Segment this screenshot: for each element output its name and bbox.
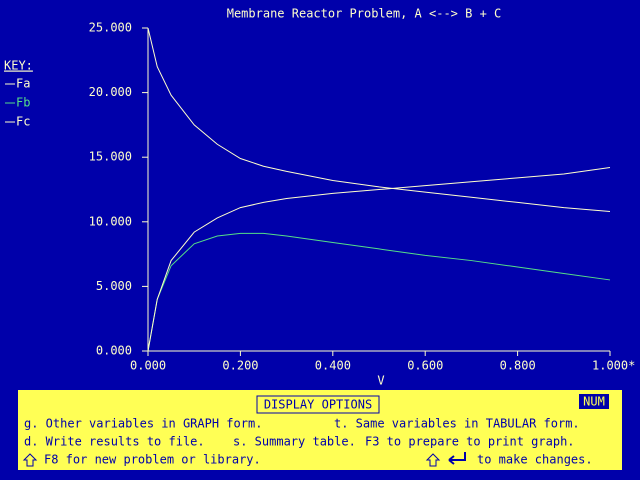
legend-title: KEY: — [4, 59, 33, 73]
status-box — [579, 394, 609, 409]
y-tick-label: 20.000 — [89, 85, 132, 99]
x-tick-label: 0.400 — [315, 359, 351, 373]
x-axis-label: V — [377, 374, 384, 388]
chart-title: Membrane Reactor Problem, A <--> B + C — [227, 7, 502, 21]
option[interactable]: to make changes. — [477, 453, 593, 467]
option[interactable]: s. Summary table. — [233, 435, 356, 449]
y-tick-label: 15.000 — [89, 150, 132, 164]
status: NUM — [583, 395, 605, 409]
option[interactable]: d. Write results to file. — [24, 435, 205, 449]
x-tick-label: 0.200 — [222, 359, 258, 373]
legend-label: Fc — [16, 115, 30, 129]
panel-bg — [18, 390, 622, 470]
y-tick-label: 10.000 — [89, 214, 132, 228]
enter-icon — [448, 452, 466, 465]
series-line — [147, 27, 611, 212]
y-tick-label: 25.000 — [89, 21, 132, 35]
legend-label: Fa — [16, 77, 30, 91]
shift-icon — [22, 453, 38, 467]
series-line — [147, 167, 611, 352]
x-tick-label: 1.000* — [592, 359, 635, 373]
y-tick-label: 5.000 — [96, 279, 132, 293]
option[interactable]: t. Same variables in TABULAR form. — [334, 417, 580, 431]
x-tick-label: 0.800 — [500, 359, 536, 373]
y-tick-label: 0.000 — [96, 344, 132, 358]
shift-icon — [425, 453, 441, 467]
option[interactable]: F3 to prepare to print graph. — [365, 435, 575, 449]
panel-title: DISPLAY OPTIONS — [264, 398, 372, 412]
panel-title-box — [256, 395, 380, 414]
legend-label: Fb — [16, 96, 30, 110]
series-line — [147, 232, 611, 352]
x-tick-label: 0.600 — [407, 359, 443, 373]
x-tick-label: 0.000 — [130, 359, 166, 373]
option[interactable]: g. Other variables in GRAPH form. — [24, 417, 262, 431]
options-panel: DISPLAY OPTIONS NUM g. Other variables i… — [18, 390, 622, 470]
option[interactable]: F8 for new problem or library. — [44, 453, 261, 467]
